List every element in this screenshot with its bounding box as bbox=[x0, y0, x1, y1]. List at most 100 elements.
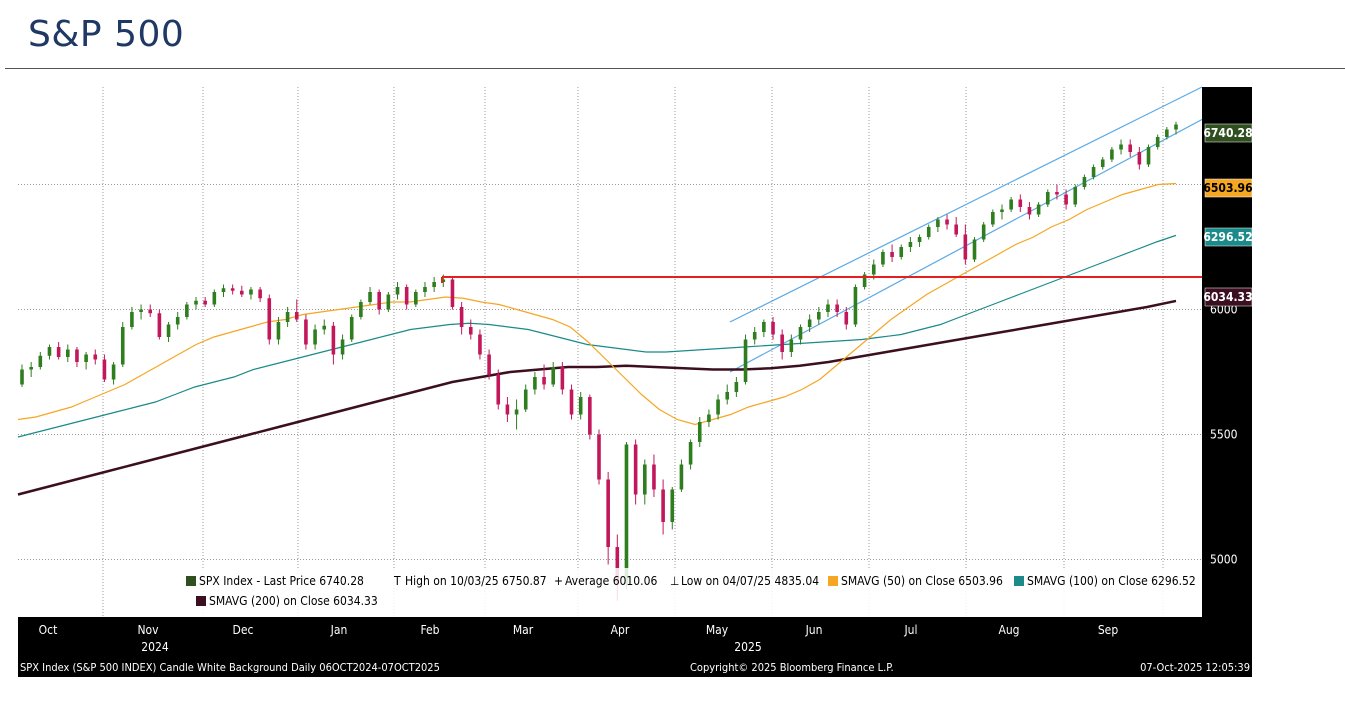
candle-body bbox=[185, 304, 189, 317]
candle-body bbox=[890, 252, 894, 257]
legend-label: SMAVG (100) on Close 6296.52 bbox=[1027, 574, 1196, 588]
candle-body bbox=[441, 279, 446, 282]
candle-body bbox=[991, 212, 995, 225]
candle-body bbox=[560, 367, 565, 390]
price-tag bbox=[1204, 178, 1253, 198]
year-label: 2025 bbox=[734, 640, 761, 654]
candle-body bbox=[514, 409, 519, 415]
x-tick-label: Aug bbox=[998, 623, 1019, 637]
x-tick-label: Sep bbox=[1098, 623, 1119, 637]
candle-body bbox=[1091, 167, 1096, 177]
candle-body bbox=[487, 354, 491, 375]
candle-body bbox=[340, 339, 345, 355]
candle-body bbox=[533, 377, 537, 390]
legend-label: SMAVG (200) on Close 6034.33 bbox=[209, 594, 378, 608]
candle-body bbox=[450, 279, 455, 307]
candle-body bbox=[102, 359, 107, 380]
page-title: S&P 500 bbox=[28, 14, 185, 55]
candle-body bbox=[697, 422, 702, 442]
legend-label: Low on 04/07/25 4835.04 bbox=[681, 574, 819, 588]
candle-body bbox=[304, 319, 308, 345]
candle-body bbox=[423, 287, 427, 292]
price-tag-label: 6503.96 bbox=[1203, 181, 1252, 195]
candle-body bbox=[633, 444, 638, 495]
candle-body bbox=[478, 334, 482, 355]
footer-center: Copyright© 2025 Bloomberg Finance L.P. bbox=[690, 661, 894, 674]
candle-body bbox=[542, 377, 546, 385]
price-tag bbox=[1204, 287, 1253, 307]
candle-body bbox=[945, 219, 949, 225]
candle-body bbox=[844, 312, 849, 325]
candle-body bbox=[908, 242, 913, 247]
price-tag-label: 6740.28 bbox=[1203, 126, 1252, 140]
candle-body bbox=[1018, 199, 1023, 207]
candle-body bbox=[130, 312, 134, 327]
candle-body bbox=[670, 489, 675, 522]
price-tag bbox=[1204, 227, 1253, 247]
candle-body bbox=[166, 324, 171, 337]
candle-body bbox=[1027, 207, 1032, 215]
legend-label: Average 6010.06 bbox=[565, 574, 657, 588]
price-tag-label: 6034.33 bbox=[1203, 290, 1252, 304]
candle-body bbox=[752, 332, 757, 340]
candle-body bbox=[1137, 152, 1142, 165]
candle-body bbox=[661, 489, 665, 522]
candle-body bbox=[240, 290, 244, 295]
candle-body bbox=[1128, 144, 1133, 152]
candle-body bbox=[505, 404, 510, 415]
candle-body bbox=[459, 307, 464, 327]
x-tick-label: Jun bbox=[805, 623, 823, 637]
footer-right: 07-Oct-2025 12:05:39 bbox=[1140, 661, 1250, 674]
candle-body bbox=[789, 339, 794, 352]
candle-body bbox=[38, 355, 43, 367]
candle-body bbox=[258, 289, 262, 299]
y-tick-label: 5000 bbox=[1210, 553, 1238, 567]
candle-body bbox=[29, 367, 33, 370]
candle-body bbox=[1009, 199, 1013, 210]
candle-body bbox=[688, 442, 693, 465]
grid bbox=[18, 87, 1202, 617]
candle-body bbox=[1000, 209, 1004, 212]
candle-body bbox=[716, 399, 720, 415]
candle-body bbox=[707, 414, 711, 422]
candle-body bbox=[780, 334, 784, 352]
candle-body bbox=[1174, 124, 1178, 130]
candle-body bbox=[56, 347, 61, 357]
candle-body bbox=[276, 322, 281, 340]
candle-body bbox=[404, 287, 409, 305]
price-tag bbox=[1204, 123, 1253, 143]
candle-body bbox=[762, 322, 766, 332]
candle-body bbox=[862, 274, 867, 287]
candle-body bbox=[468, 327, 473, 335]
candle-body bbox=[743, 339, 748, 382]
price-tag-label: 6296.52 bbox=[1203, 230, 1252, 244]
candle-body bbox=[588, 397, 592, 435]
channel-upper-line bbox=[729, 86, 1203, 323]
candle-body bbox=[798, 327, 803, 340]
x-tick-label: Dec bbox=[233, 623, 254, 637]
legend-marker: ⊥ bbox=[670, 574, 679, 588]
candle-body bbox=[157, 313, 162, 337]
candle-body bbox=[111, 364, 116, 380]
candle-body bbox=[853, 287, 858, 325]
legend-swatch bbox=[196, 596, 206, 606]
candle-body bbox=[569, 389, 574, 415]
moving-averages bbox=[17, 182, 1177, 496]
plot-area bbox=[18, 87, 1202, 617]
candle-body bbox=[826, 304, 830, 312]
legend-label: SPX Index - Last Price 6740.28 bbox=[199, 574, 364, 588]
candle-body bbox=[1073, 187, 1078, 205]
candle-body bbox=[221, 288, 226, 292]
candle-body bbox=[249, 289, 253, 295]
x-tick-label: Apr bbox=[611, 623, 630, 637]
legend-swatch bbox=[828, 576, 838, 586]
sma200-line bbox=[17, 299, 1177, 496]
candle-body bbox=[414, 292, 418, 305]
candle-body bbox=[20, 369, 24, 385]
y-tick-label: 5500 bbox=[1210, 428, 1238, 442]
x-tick-label: Feb bbox=[420, 623, 439, 637]
candle-body bbox=[496, 374, 501, 405]
legend: SPX Index - Last Price 6740.28 T High on 1… bbox=[178, 568, 1198, 616]
candle-body bbox=[1165, 129, 1169, 137]
